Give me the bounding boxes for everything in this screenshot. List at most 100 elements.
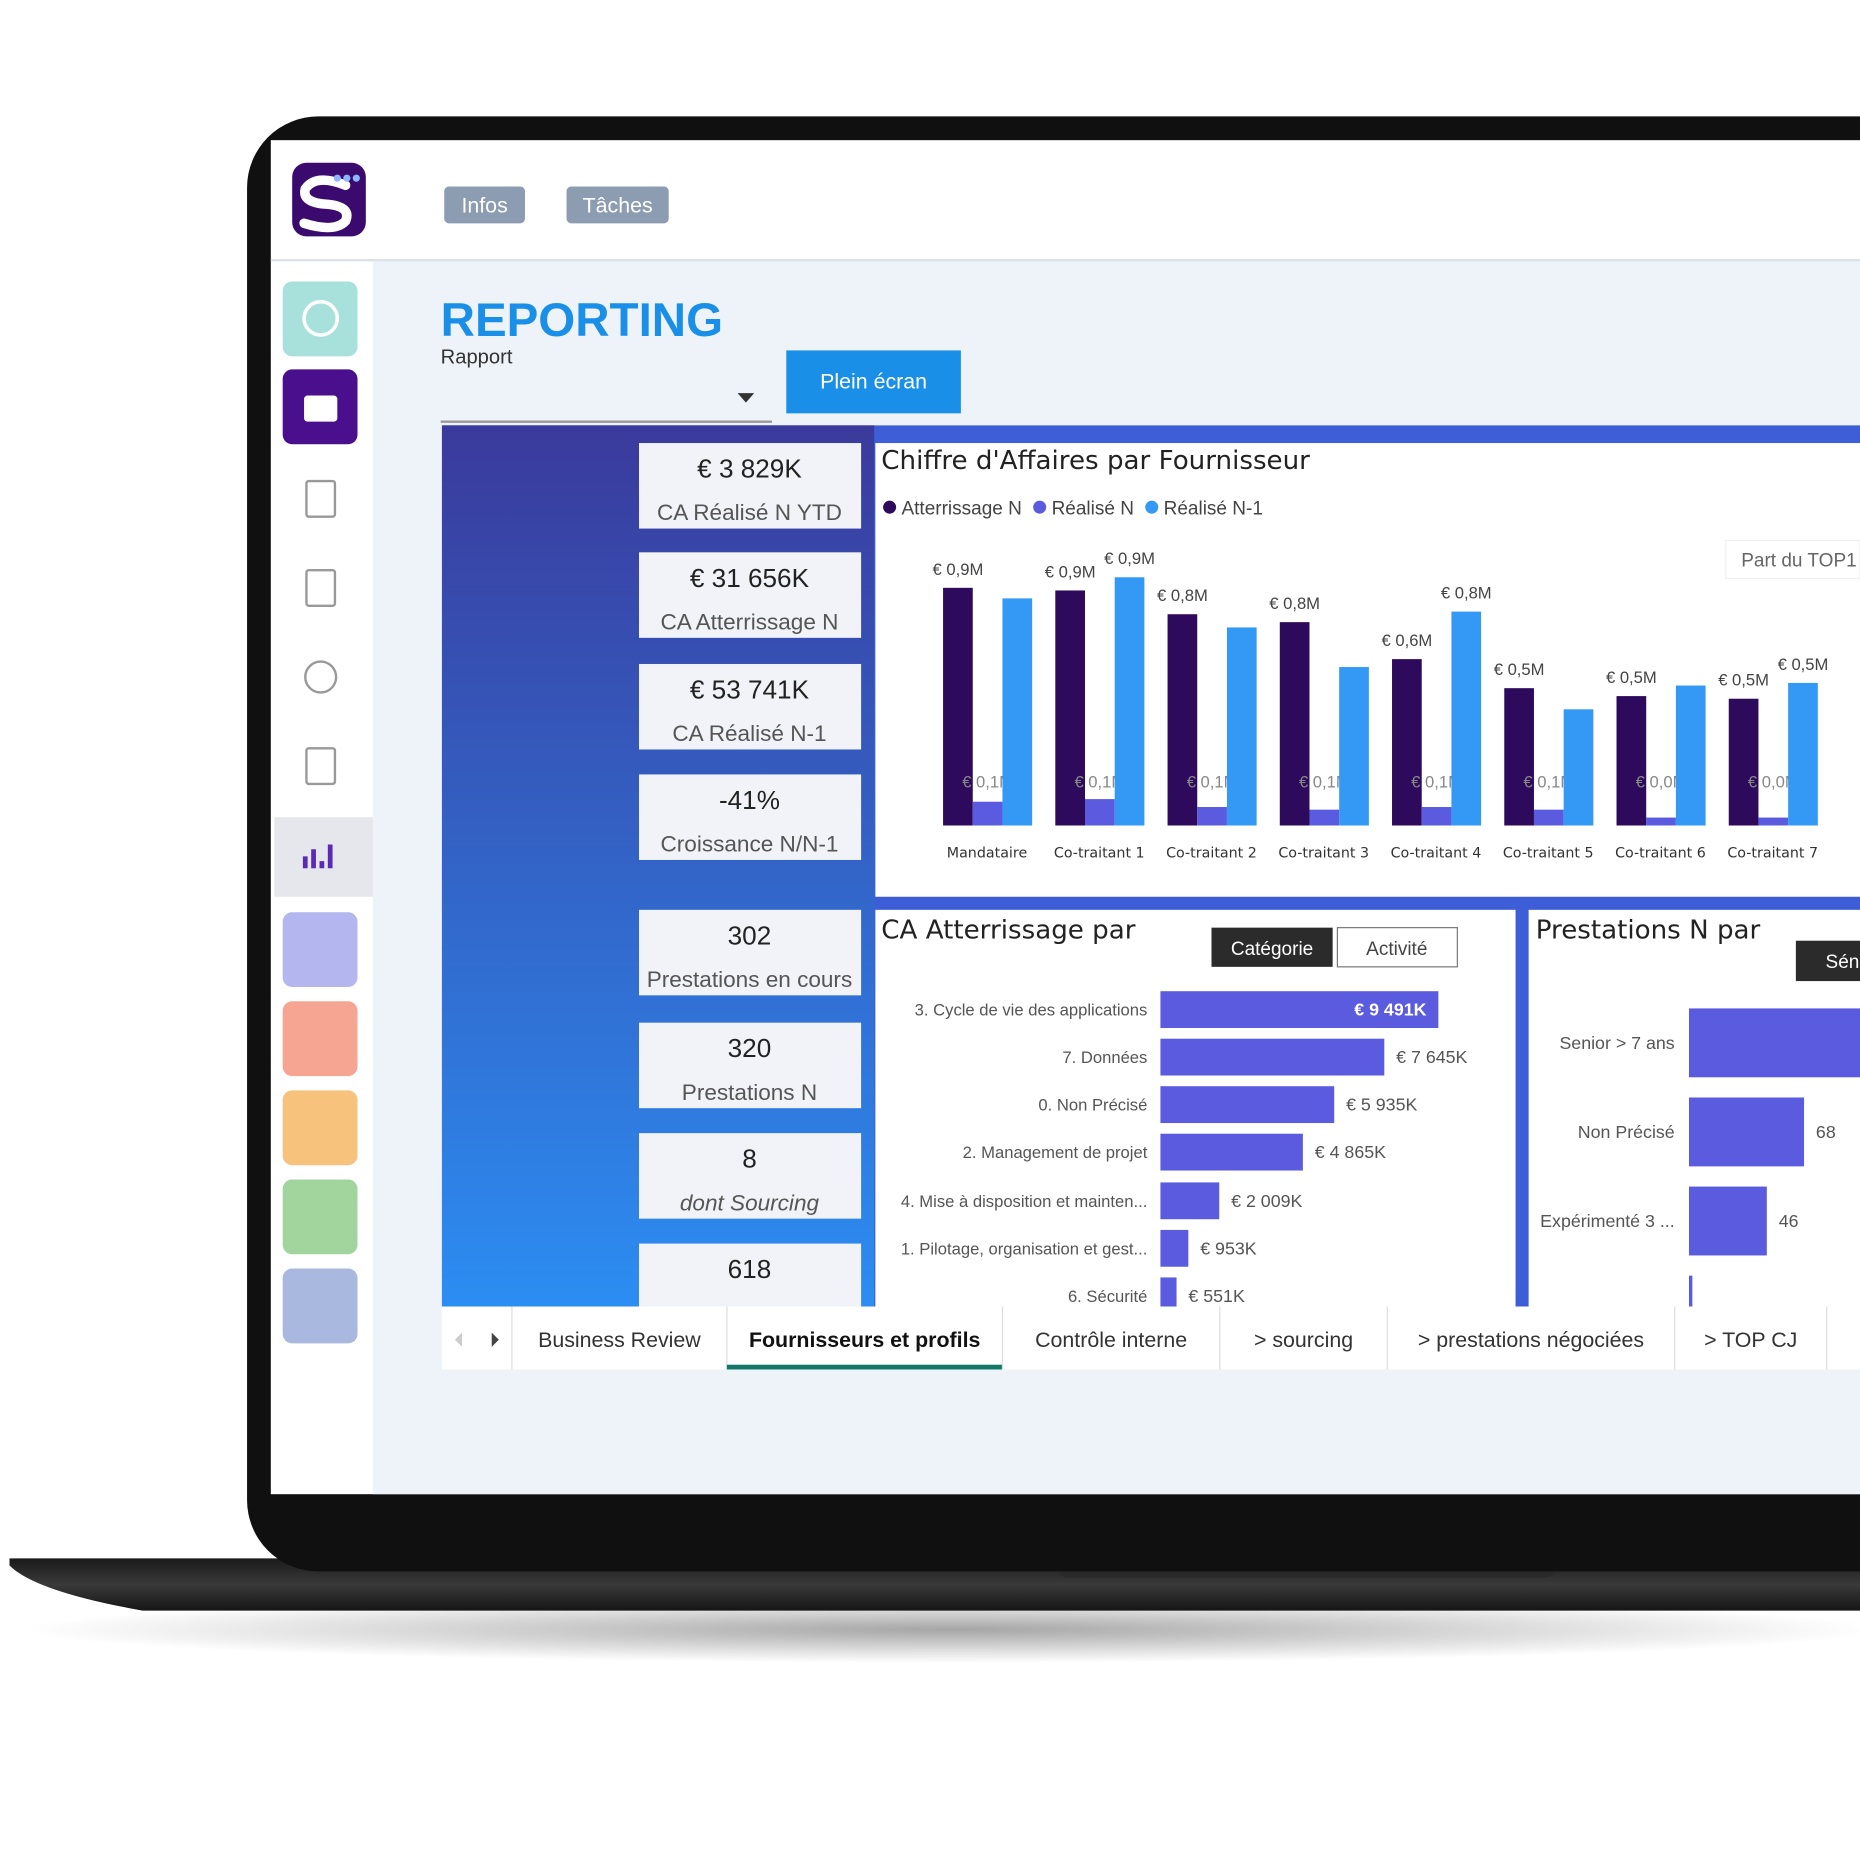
- bar: [1226, 627, 1257, 826]
- x-tick-label: Mandataire: [947, 846, 1028, 862]
- bar: [1309, 809, 1340, 826]
- nav-button[interactable]: [444, 186, 525, 224]
- nav-button[interactable]: [566, 186, 669, 224]
- data-label: € 0,5M: [1718, 671, 1769, 690]
- data-label: € 0,0M: [1636, 772, 1687, 791]
- chart-title: Chiffre d'Affaires par Fournisseur: [881, 446, 1310, 476]
- tab-label[interactable]: > sourcing: [1254, 1328, 1353, 1352]
- tab-label[interactable]: Fournisseurs et profils: [749, 1328, 980, 1352]
- kpi-label: dont Sourcing: [680, 1190, 820, 1215]
- bar: [1160, 1038, 1385, 1076]
- data-label: € 9 491K: [1354, 1000, 1426, 1020]
- legend-swatch: [883, 500, 897, 514]
- kpis: € 3 829K CA Réalisé N YTD € 31 656K CA Atte…: [639, 443, 862, 1307]
- legend-label: Réalisé N: [1052, 498, 1134, 519]
- toggle-active[interactable]: [1795, 940, 1860, 982]
- bar: [972, 801, 1003, 826]
- x-tick-label: Co-traitant 2: [1166, 846, 1257, 862]
- data-label: € 0,6M: [1381, 631, 1432, 650]
- kpi-card: [639, 443, 862, 529]
- bar: [1688, 1275, 1693, 1307]
- y-tick-label: 0. Non Précisé: [1038, 1096, 1147, 1115]
- kpi-card: [639, 1243, 862, 1307]
- tab-prev[interactable]: [454, 1332, 463, 1347]
- bar: [1688, 1008, 1860, 1078]
- kpi-label: CA Atterrissage N: [660, 610, 838, 635]
- nav-button-label: Infos: [461, 194, 507, 218]
- kpi-card: [639, 1022, 862, 1109]
- data-label: € 0,1M: [1523, 772, 1574, 791]
- menu-icon[interactable]: [282, 1090, 358, 1166]
- bar: [1421, 807, 1452, 826]
- kpi-label: Prestations en cours: [647, 967, 853, 992]
- menu-icon[interactable]: [282, 1268, 358, 1344]
- data-label: € 0,8M: [1441, 584, 1492, 603]
- bar: [1533, 809, 1564, 826]
- data-label: € 0,5M: [1494, 660, 1545, 679]
- y-tick-label: Expérimenté 3 ...: [1540, 1211, 1675, 1231]
- data-label: € 0,9M: [1104, 549, 1155, 568]
- bar: [1160, 1229, 1189, 1267]
- kpi-label: CA Réalisé N YTD: [657, 500, 842, 525]
- tab-label[interactable]: > TOP CJ: [1704, 1328, 1797, 1352]
- x-tick-label: Co-traitant 4: [1391, 846, 1482, 862]
- fragment-box: [1725, 539, 1860, 580]
- kpi-label: Prestations N: [682, 1080, 817, 1105]
- menu-icon[interactable]: [305, 568, 337, 607]
- menu-icon[interactable]: [282, 281, 358, 357]
- tab-label[interactable]: Business Review: [538, 1328, 701, 1352]
- menu-icon[interactable]: [305, 747, 337, 786]
- tab-bar: [441, 1306, 1860, 1370]
- menu-icon[interactable]: [282, 1179, 358, 1255]
- bar: [1646, 817, 1676, 826]
- bar: [1451, 611, 1482, 826]
- toggle-label: Catégorie: [1231, 939, 1313, 960]
- menu-icon[interactable]: [305, 479, 337, 518]
- data-label: € 953K: [1200, 1238, 1257, 1258]
- kpi-value: € 3 829K: [697, 453, 802, 483]
- menu-icon[interactable]: [282, 1001, 358, 1077]
- data-label: € 5 935K: [1346, 1095, 1417, 1115]
- data-label: 46: [1779, 1211, 1799, 1231]
- tab-label[interactable]: Contrôle interne: [1035, 1328, 1187, 1352]
- sidebar: [274, 281, 373, 1344]
- toggle-active[interactable]: [1211, 927, 1333, 967]
- menu-active[interactable]: [274, 817, 373, 897]
- menu-icon[interactable]: [282, 912, 358, 988]
- kpi-value: 302: [728, 920, 772, 950]
- data-label: € 0,1M: [1299, 772, 1350, 791]
- menu-icon[interactable]: [304, 660, 338, 694]
- bar: [1055, 590, 1085, 826]
- data-label: 68: [1816, 1122, 1836, 1142]
- tab-next[interactable]: [491, 1332, 499, 1347]
- kpi-card: [639, 774, 862, 860]
- bar: [1114, 577, 1145, 826]
- chart-title: CA Atterrissage par: [881, 915, 1135, 945]
- data-label: € 0,1M: [1187, 772, 1238, 791]
- x-tick-label: Co-traitant 6: [1615, 846, 1706, 862]
- bar: [1675, 685, 1706, 826]
- data-label: € 0,1M: [962, 772, 1013, 791]
- kpi-value: 618: [728, 1254, 772, 1284]
- legend-label: Réalisé N-1: [1164, 498, 1263, 519]
- fullscreen-button[interactable]: [786, 350, 961, 414]
- bar: [943, 587, 973, 826]
- bar: [1279, 622, 1310, 826]
- nav-button-label: Tâches: [583, 194, 653, 218]
- page-title: REPORTING: [441, 294, 723, 347]
- tab-active-underline: [726, 1364, 1003, 1370]
- bar: [1167, 614, 1198, 826]
- bar: [1197, 807, 1227, 826]
- tabs: Business Review Fournisseurs et profils Co…: [511, 1306, 1828, 1370]
- bar: [1160, 1086, 1335, 1124]
- charts: Part du TOP1 Chiffre d'Affaires par Fourn…: [881, 446, 1860, 1307]
- tab-label[interactable]: > prestations négociées: [1418, 1328, 1644, 1352]
- data-label: € 0,0M: [1748, 772, 1799, 791]
- toggle[interactable]: [1336, 927, 1458, 968]
- data-label: € 551K: [1188, 1286, 1245, 1306]
- toggle-label: Activité: [1366, 939, 1427, 960]
- y-tick-label: 1. Pilotage, organisation et gest...: [901, 1239, 1148, 1258]
